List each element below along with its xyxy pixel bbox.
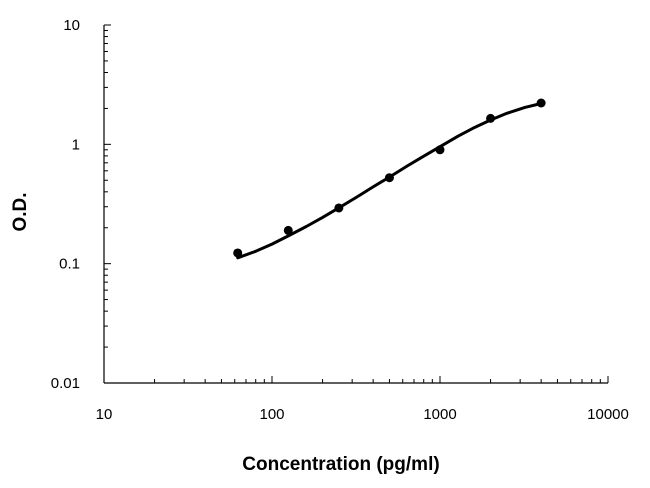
data-point bbox=[334, 203, 344, 213]
x-tick-label: 1000 bbox=[423, 406, 456, 423]
data-point bbox=[486, 113, 496, 123]
y-tick-labels: 0.01 0.1 1 10 bbox=[51, 17, 80, 392]
x-tick-labels: 10 100 1000 10000 bbox=[96, 406, 629, 423]
data-point bbox=[384, 173, 394, 183]
y-tick-label: 10 bbox=[63, 17, 80, 34]
x-tick-label: 10000 bbox=[587, 406, 629, 423]
x-tick-label: 100 bbox=[259, 406, 284, 423]
x-axis-title: Concentration (pg/ml) bbox=[242, 454, 439, 475]
y-axis-title: O.D. bbox=[10, 192, 31, 231]
plot-area: 10 100 1000 10000 0.01 0.1 1 10 bbox=[51, 17, 629, 423]
y-tick-label: 0.01 bbox=[51, 375, 80, 392]
y-ticks bbox=[104, 24, 111, 384]
data-point bbox=[233, 248, 243, 258]
y-tick-label: 0.1 bbox=[59, 256, 80, 273]
data-points bbox=[233, 98, 546, 258]
data-point bbox=[435, 145, 445, 155]
data-point bbox=[536, 98, 546, 108]
x-ticks bbox=[103, 376, 609, 383]
data-point bbox=[283, 225, 293, 235]
x-tick-label: 10 bbox=[96, 406, 113, 423]
y-tick-label: 1 bbox=[72, 136, 80, 153]
